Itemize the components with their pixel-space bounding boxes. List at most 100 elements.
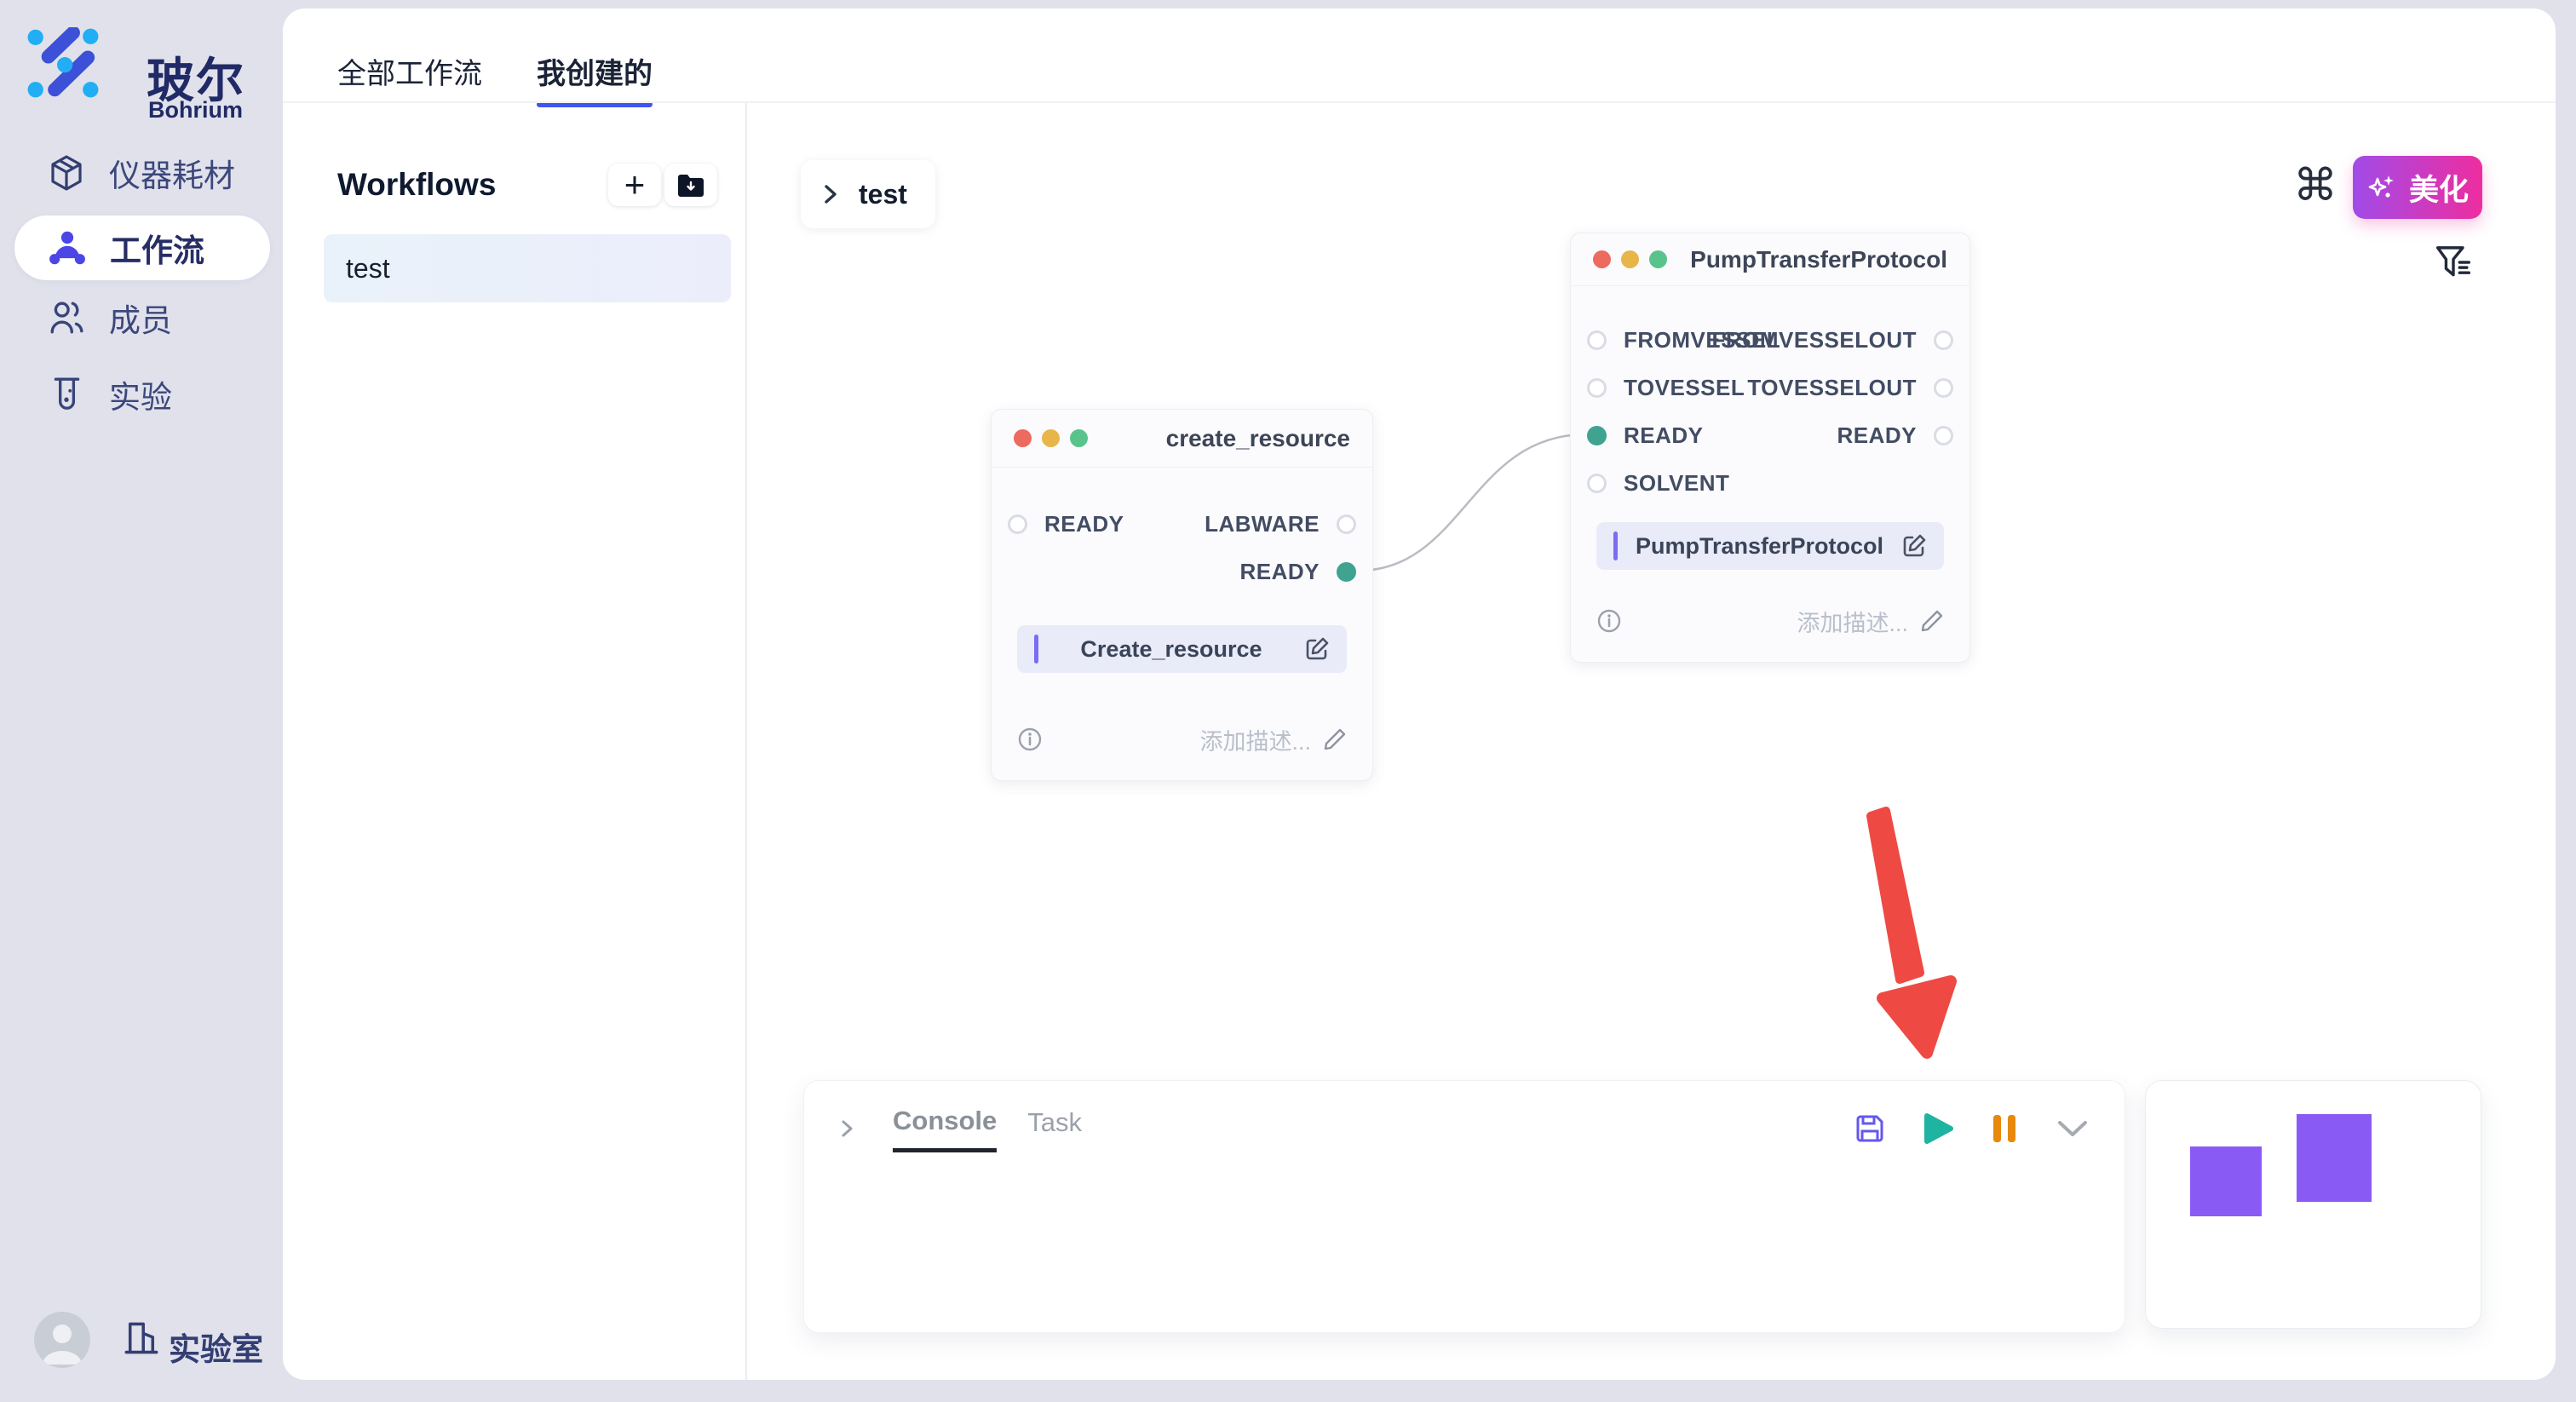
filter-icon[interactable]	[2435, 244, 2472, 281]
command-icon[interactable]: ⌘	[2293, 161, 2337, 210]
edit-icon[interactable]	[1901, 533, 1927, 559]
sidebar-item-members[interactable]: 成员	[0, 283, 283, 353]
sidebar-item-label: 成员	[109, 303, 172, 338]
collapse-chevron-down-icon[interactable]	[2055, 1118, 2090, 1139]
workflow-icon	[49, 229, 86, 267]
save-button[interactable]	[1854, 1112, 1886, 1145]
output-port-labware[interactable]	[1337, 514, 1356, 534]
add-workflow-button[interactable]: +	[608, 164, 661, 206]
sidebar-item-experiments[interactable]: 实验	[0, 359, 283, 429]
port-row: READY LABWARE	[992, 510, 1372, 537]
workflow-tabs: 全部工作流 我创建的	[337, 44, 653, 107]
sidebar-item-label: 仪器耗材	[109, 158, 235, 193]
pause-button[interactable]	[1992, 1113, 2017, 1144]
node-create-resource[interactable]: create_resource READY LABWARE READY Crea…	[991, 409, 1373, 781]
port-label: LABWARE	[1205, 510, 1320, 537]
port-label: FROMVESSELOUT	[1711, 326, 1917, 353]
port-row: FROMVESSEL FROMVESSELOUT	[1571, 326, 1969, 353]
minimap-node-pump-transfer	[2297, 1114, 2372, 1202]
port-label: READY	[1239, 558, 1320, 584]
port-label: READY	[1044, 510, 1124, 537]
sidebar-item-label: 工作流	[110, 233, 204, 268]
node-title: PumpTransferProtocol	[1690, 245, 1947, 273]
port-row: SOLVENT	[1571, 469, 1969, 496]
expand-chevron-icon[interactable]	[838, 1116, 857, 1141]
window-dots	[1593, 250, 1667, 268]
workflow-list-item-test[interactable]: test	[324, 234, 731, 302]
workflows-panel-title: Workflows	[337, 167, 497, 202]
port-row: READY READY	[1571, 422, 1969, 448]
node-action-pill[interactable]: Create_resource	[1017, 625, 1347, 673]
chevron-right-icon	[821, 181, 840, 207]
sidebar-item-workflow[interactable]: 工作流	[14, 215, 270, 280]
port-label: SOLVENT	[1624, 469, 1730, 496]
panel-divider	[745, 103, 747, 1380]
output-port-ready[interactable]	[1337, 561, 1356, 582]
console-panel: Console Task	[803, 1080, 2125, 1333]
port-label: FROMVESSEL	[1624, 326, 1781, 353]
pill-label: Create_resource	[1080, 635, 1262, 662]
sidebar-item-instruments[interactable]: 仪器耗材	[0, 138, 283, 208]
breadcrumb-label: test	[859, 178, 907, 210]
window-dots	[1014, 429, 1088, 447]
members-icon	[48, 299, 85, 336]
sidebar-footer: 实验室	[0, 1308, 283, 1376]
input-port-solvent[interactable]	[1587, 473, 1607, 493]
pill-label: PumpTransferProtocol	[1635, 532, 1884, 559]
node-footer: 添加描述...	[1017, 722, 1347, 756]
port-label: TOVESSEL	[1624, 374, 1745, 400]
pencil-icon[interactable]	[1920, 609, 1944, 633]
tab-task[interactable]: Task	[1027, 1107, 1083, 1137]
breadcrumb[interactable]: test	[801, 160, 935, 228]
port-row: TOVESSEL TOVESSELOUT	[1571, 374, 1969, 400]
plus-icon: +	[624, 164, 646, 204]
description-placeholder[interactable]: 添加描述...	[1199, 728, 1311, 755]
app-title: 玻尔	[147, 54, 245, 107]
edit-icon[interactable]	[1304, 636, 1330, 662]
run-button[interactable]	[1923, 1112, 1954, 1145]
node-footer: 添加描述...	[1596, 604, 1944, 638]
lab-label[interactable]: 实验室	[169, 1332, 263, 1367]
import-folder-button[interactable]	[664, 164, 717, 206]
minimap-node-create-resource	[2190, 1146, 2262, 1216]
port-row: READY	[992, 558, 1372, 584]
info-icon[interactable]	[1596, 608, 1622, 634]
input-port-ready[interactable]	[1008, 514, 1027, 534]
red-dot-icon	[1593, 250, 1611, 268]
node-title: create_resource	[1165, 424, 1350, 451]
tab-created-by-me[interactable]: 我创建的	[537, 44, 653, 107]
minimap[interactable]	[2145, 1080, 2481, 1329]
description-placeholder[interactable]: 添加描述...	[1797, 610, 1908, 636]
package-icon	[48, 154, 85, 192]
green-dot-icon	[1070, 429, 1088, 447]
bohrium-logo-icon	[27, 27, 99, 98]
workflow-item-name: test	[346, 252, 390, 284]
input-port-ready[interactable]	[1587, 425, 1607, 445]
info-icon[interactable]	[1017, 727, 1043, 752]
building-icon	[124, 1320, 158, 1356]
red-dot-icon	[1014, 429, 1032, 447]
folder-download-icon	[676, 173, 705, 197]
tabbar-divider	[283, 101, 2556, 103]
sparkles-icon	[2368, 175, 2394, 198]
pencil-icon[interactable]	[1323, 727, 1347, 751]
node-header: PumpTransferProtocol	[1571, 233, 1969, 286]
input-port-fromvessel[interactable]	[1587, 330, 1607, 350]
tab-console[interactable]: Console	[893, 1106, 998, 1152]
input-port-tovessel[interactable]	[1587, 377, 1607, 398]
app-logo: 玻尔 Bohrium	[27, 22, 274, 123]
node-action-pill[interactable]: PumpTransferProtocol	[1596, 522, 1944, 570]
output-port-tovesselout[interactable]	[1934, 377, 1953, 398]
user-avatar[interactable]	[34, 1312, 90, 1368]
tab-all-workflows[interactable]: 全部工作流	[337, 57, 482, 90]
node-pump-transfer-protocol[interactable]: PumpTransferProtocol FROMVESSEL FROMVESS…	[1570, 233, 1970, 663]
green-dot-icon	[1649, 250, 1667, 268]
beautify-button[interactable]: 美化	[2353, 156, 2482, 219]
experiment-icon	[48, 376, 85, 413]
yellow-dot-icon	[1042, 429, 1060, 447]
output-port-ready[interactable]	[1934, 425, 1953, 445]
port-label: READY	[1624, 422, 1704, 448]
output-port-fromvesselout[interactable]	[1934, 330, 1953, 350]
sidebar-item-label: 实验	[109, 380, 172, 415]
port-label: READY	[1837, 422, 1917, 448]
